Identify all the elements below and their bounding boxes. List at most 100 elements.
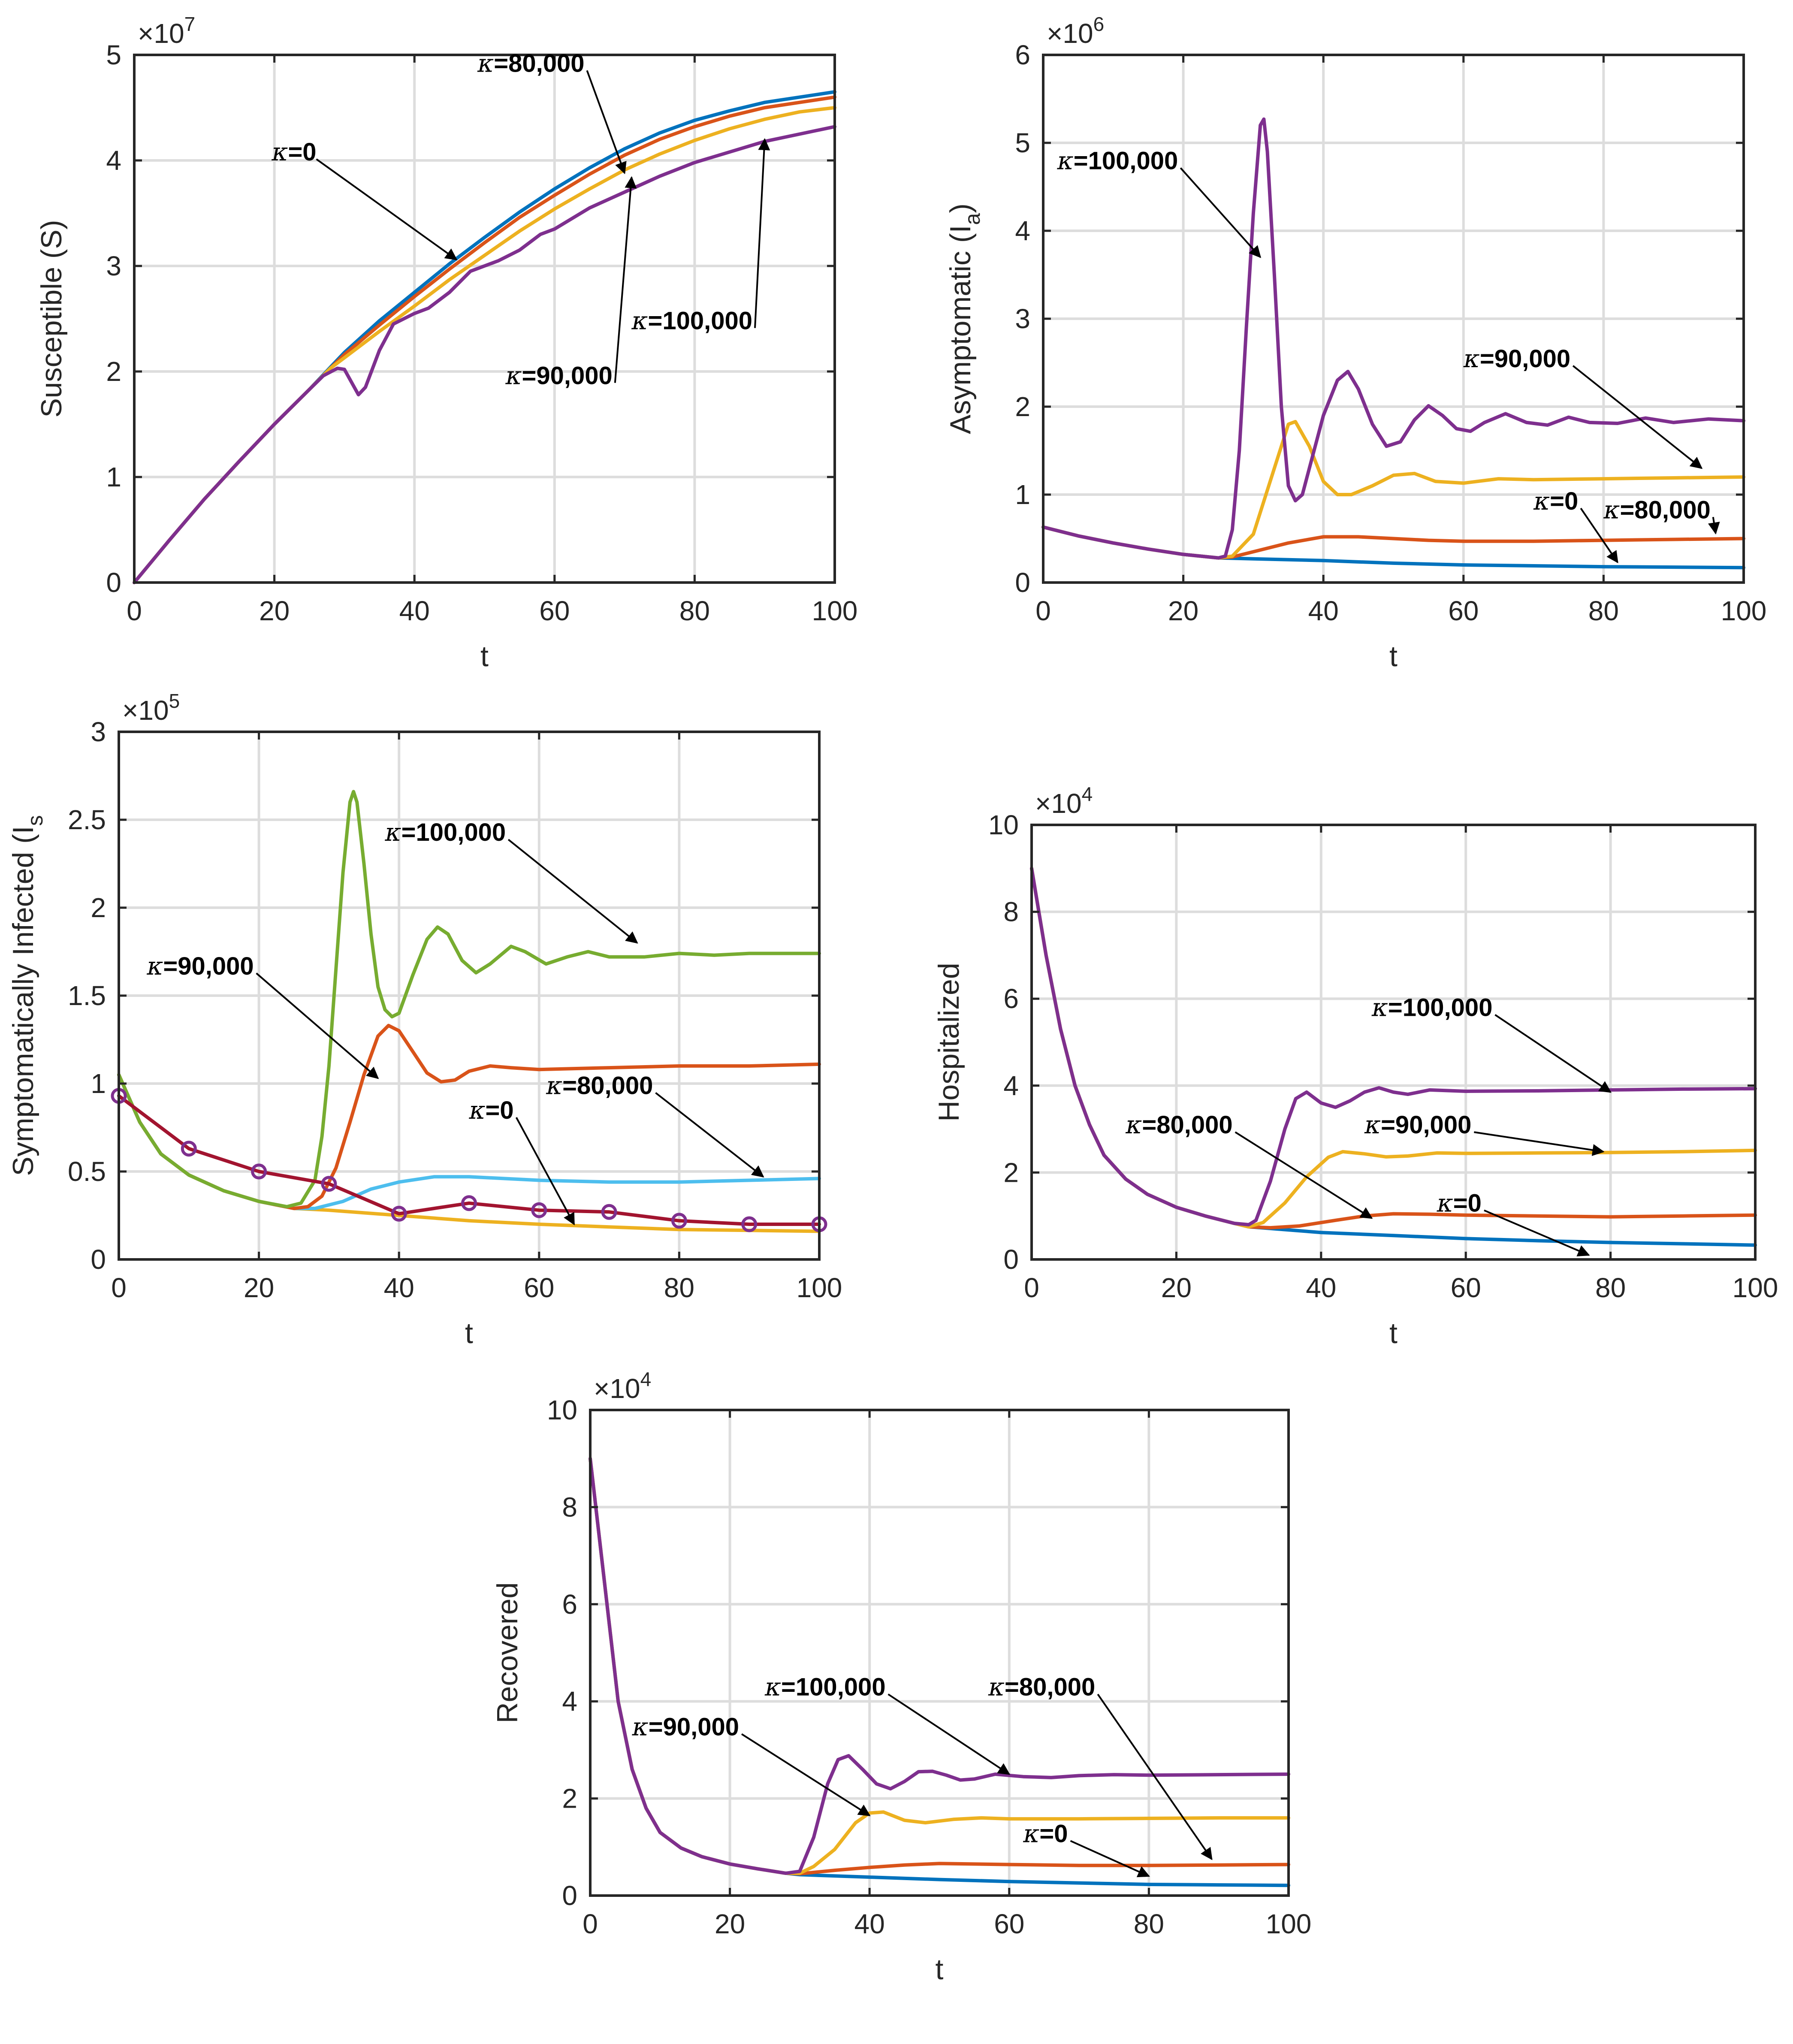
annotation-label: κ=90,000 (1463, 344, 1570, 373)
x-tick-label: 0 (583, 1908, 598, 1939)
y-tick-label: 6 (1015, 39, 1030, 70)
x-tick-label: 40 (399, 595, 430, 626)
x-tick-label: 100 (797, 1272, 842, 1303)
annotation-label: κ=100,000 (385, 818, 506, 847)
chart-recovered: 0 20 40 60 80 100 0 2 4 6 8 10 ×104 t Recovered κ=100,0… (491, 1368, 1311, 1986)
x-tick-label: 100 (1733, 1272, 1778, 1303)
x-tick-label: 80 (1134, 1908, 1164, 1939)
x-tick-label: 20 (244, 1272, 274, 1303)
y-tick-label: 2 (91, 892, 106, 923)
annotation-label: κ=90,000 (1364, 1110, 1471, 1139)
y-tick-label: 2.5 (68, 804, 106, 835)
x-tick-label: 20 (1168, 595, 1198, 626)
y-tick-label: 4 (562, 1686, 577, 1717)
annotation-label: κ=90,000 (146, 951, 254, 981)
chart-asymptomatic: 0 20 40 60 80 100 0 1 2 3 4 5 6 ×106 t Asymptomatic (Ia… (944, 13, 1766, 673)
annotation-label: κ=90,000 (632, 1712, 739, 1741)
x-tick-label: 100 (1721, 595, 1767, 626)
x-tick-label: 0 (127, 595, 142, 626)
y-tick-label: 6 (1003, 983, 1019, 1014)
x-tick-label: 100 (1266, 1908, 1312, 1939)
x-tick-label: 80 (1595, 1272, 1626, 1303)
x-axis-label: t (465, 1317, 473, 1350)
x-tick-label: 80 (664, 1272, 694, 1303)
y-tick-label: 1 (91, 1068, 106, 1099)
y-tick-label: 3 (106, 251, 121, 281)
x-tick-label: 20 (259, 595, 290, 626)
annotation-label: κ=100,000 (764, 1673, 886, 1702)
x-tick-label: 20 (715, 1908, 745, 1939)
x-tick-label: 100 (812, 595, 858, 626)
y-tick-label: 4 (1015, 215, 1030, 246)
y-tick-label: 10 (547, 1395, 577, 1425)
exponent-label: ×104 (594, 1368, 651, 1404)
x-tick-label: 0 (1024, 1272, 1039, 1303)
y-tick-label: 0 (1015, 567, 1030, 598)
annotation-label: κ=0 (1023, 1819, 1068, 1848)
x-tick-label: 0 (1035, 595, 1051, 626)
x-tick-label: 40 (384, 1272, 414, 1303)
y-axis-label: Hospitalized (933, 963, 965, 1121)
y-axis-label: Asymptomatic (Ia) (944, 203, 984, 434)
annotation-label: κ=0 (469, 1096, 514, 1125)
figure: 0 20 40 60 80 100012345×107tSusceptible (S)κ=… (0, 0, 1793, 2044)
y-tick-label: 2 (1003, 1157, 1019, 1188)
x-tick-label: 60 (1448, 595, 1479, 626)
x-tick-label: 60 (994, 1908, 1024, 1939)
annotation-label: κ=100,000 (1371, 993, 1493, 1022)
annotation-label: κ=100,000 (1057, 146, 1178, 175)
y-tick-label: 8 (562, 1491, 577, 1522)
y-tick-label: 0 (562, 1880, 577, 1911)
annotation-label: κ=80,000 (1125, 1110, 1232, 1139)
y-tick-label: 0 (1003, 1244, 1019, 1275)
exponent-label: ×106 (1047, 13, 1104, 49)
y-tick-label: 5 (106, 39, 121, 70)
annotation-label: κ=80,000 (988, 1673, 1095, 1702)
x-tick-label: 60 (539, 595, 570, 626)
y-tick-label: 5 (1015, 127, 1030, 158)
y-tick-label: 2 (106, 356, 121, 387)
annotation-label: κ=0 (1437, 1189, 1482, 1218)
y-tick-label: 0.5 (68, 1156, 106, 1187)
y-tick-label: 8 (1003, 897, 1019, 927)
x-tick-label: 0 (111, 1272, 127, 1303)
exponent-label: ×104 (1035, 783, 1093, 819)
annotation-label: κ=90,000 (505, 361, 612, 390)
x-tick-label: 80 (679, 595, 710, 626)
annotation-label: κ=100,000 (631, 306, 752, 335)
x-tick-label: 40 (854, 1908, 885, 1939)
y-tick-label: 2 (1015, 391, 1030, 422)
y-tick-label: 4 (1003, 1070, 1019, 1101)
y-tick-label: 0 (91, 1244, 106, 1275)
x-tick-label: 60 (524, 1272, 554, 1303)
x-tick-label: 20 (1161, 1272, 1192, 1303)
x-axis-label: t (1389, 640, 1398, 673)
x-axis-label: t (480, 640, 489, 673)
chart-susceptible: 0 20 40 60 80 100012345×107tSusceptible (S)κ=… (35, 13, 857, 673)
y-tick-label: 2 (562, 1783, 577, 1814)
chart-symptomatic: 0 20 40 60 80 100 0 0.5 1 1.5 2 2.5 3 ×105 t Symptomati… (7, 690, 842, 1350)
plot-area (1032, 825, 1755, 1259)
y-tick-label: 3 (1015, 303, 1030, 334)
y-tick-label: 6 (562, 1589, 577, 1620)
x-tick-label: 80 (1588, 595, 1619, 626)
y-tick-label: 4 (106, 145, 121, 176)
x-tick-label: 40 (1306, 1272, 1336, 1303)
exponent-label: ×105 (122, 690, 180, 726)
chart-hospitalized: 0 20 40 60 80 100 0 2 4 6 8 10 ×104 t Hospitalized κ=10… (933, 783, 1778, 1350)
x-axis-label: t (1389, 1317, 1398, 1350)
annotation-label: κ=0 (271, 137, 316, 166)
y-tick-label: 1.5 (68, 980, 106, 1011)
y-tick-label: 1 (1015, 479, 1030, 510)
annotation-label: κ=80,000 (1603, 495, 1710, 524)
annotation-label: κ=80,000 (477, 48, 584, 78)
annotation-label: κ=0 (1533, 486, 1578, 516)
y-tick-label: 10 (988, 809, 1019, 840)
y-tick-label: 1 (106, 462, 121, 492)
y-axis-label: Susceptible (S) (35, 220, 68, 417)
y-tick-label: 0 (106, 567, 121, 598)
y-axis-label: Recovered (491, 1582, 524, 1724)
x-tick-label: 60 (1451, 1272, 1481, 1303)
y-tick-label: 3 (91, 716, 106, 747)
annotation-label: κ=80,000 (546, 1071, 653, 1100)
